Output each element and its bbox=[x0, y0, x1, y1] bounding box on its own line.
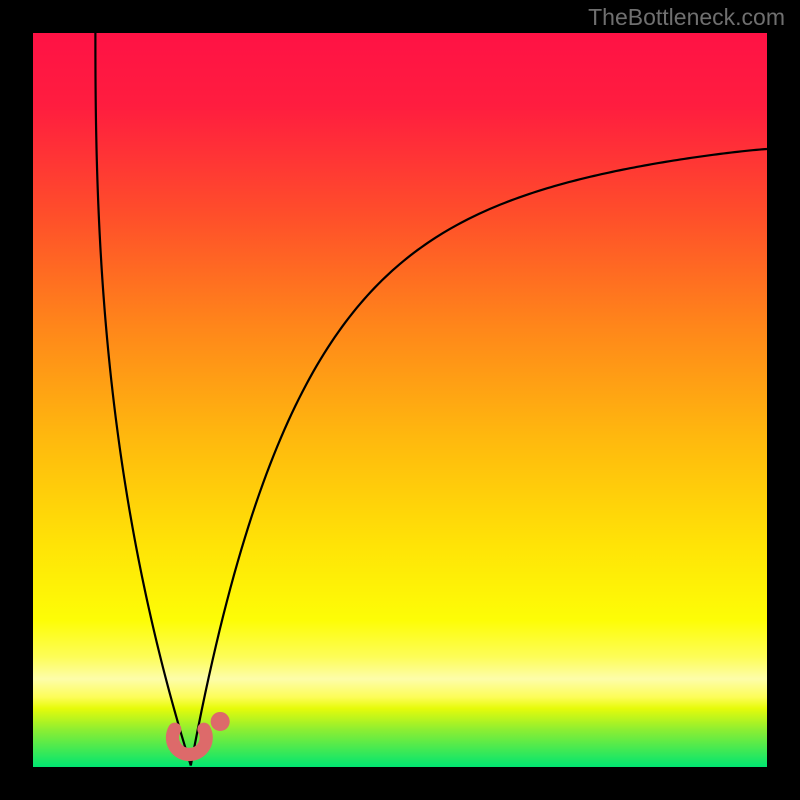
marker-u bbox=[172, 729, 206, 754]
watermark-text: TheBottleneck.com bbox=[588, 4, 785, 31]
chart-container: TheBottleneck.com bbox=[0, 0, 800, 800]
left-branch bbox=[95, 33, 190, 766]
right-branch bbox=[191, 149, 767, 766]
plot-frame bbox=[33, 33, 767, 767]
curve-layer bbox=[33, 33, 767, 767]
marker-dot bbox=[211, 712, 230, 731]
